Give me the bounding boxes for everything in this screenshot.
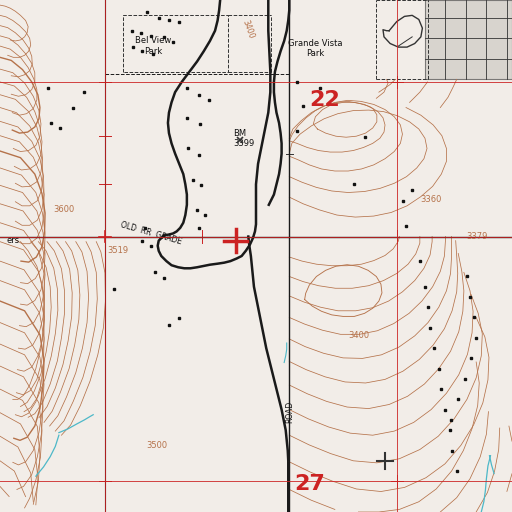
Text: 22: 22 [310,90,340,110]
Text: 3360: 3360 [420,195,441,204]
Text: 3500: 3500 [146,441,167,450]
Text: 3400: 3400 [241,18,256,40]
Text: OLD  RR  GRADE: OLD RR GRADE [119,220,183,246]
Text: Grande Vista
Park: Grande Vista Park [288,39,342,58]
Text: 3400: 3400 [348,331,369,340]
Text: 3600: 3600 [54,205,75,215]
Text: ers: ers [6,236,19,245]
Text: 27: 27 [294,474,325,494]
Text: Bel View
Park: Bel View Park [136,36,172,56]
Text: 3379: 3379 [466,232,487,241]
Text: BM
3399: BM 3399 [233,129,254,148]
Text: ROAD: ROAD [285,401,294,423]
Text: 3519: 3519 [108,246,129,255]
Bar [425,0,512,79]
